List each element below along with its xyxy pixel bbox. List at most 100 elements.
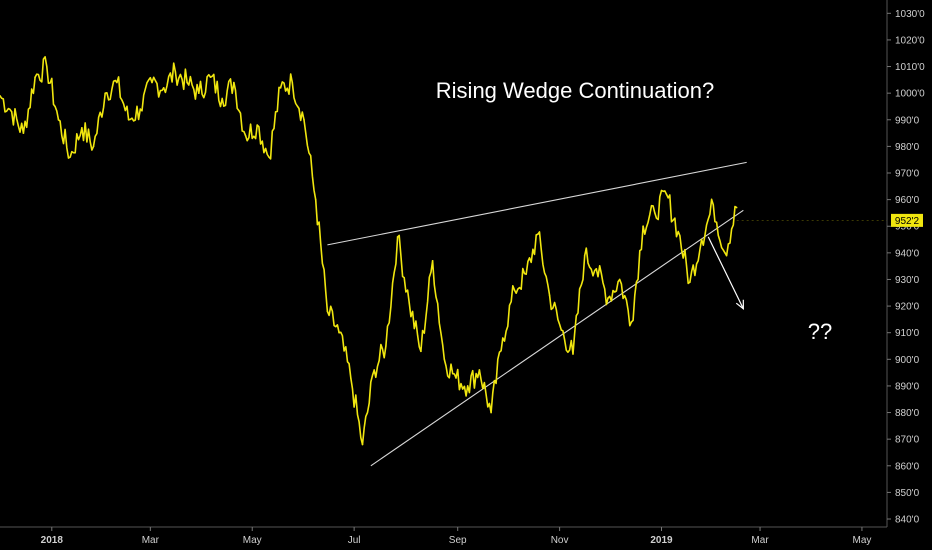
question-annotation: ?? — [808, 319, 832, 344]
price-point — [595, 268, 598, 270]
price-point — [139, 108, 142, 110]
arrow-head — [735, 299, 744, 310]
x-axis-ticks: 2018 Mar May Jul Sep Nov 2019 Mar May — [41, 527, 871, 546]
y-tick-label: 1010'0 — [895, 62, 925, 73]
price-point — [197, 92, 200, 94]
price-point — [677, 230, 679, 233]
price-point — [724, 252, 726, 254]
price-point — [630, 321, 633, 323]
y-tick-label: 840'0 — [895, 515, 920, 526]
price-point — [502, 337, 504, 339]
price-point — [186, 81, 188, 84]
price-point — [174, 71, 177, 73]
x-tick-label: May — [243, 535, 262, 546]
y-tick-label: 930'0 — [895, 275, 920, 286]
price-point — [548, 294, 551, 297]
y-tick-label: 850'0 — [895, 488, 920, 499]
wedge-trendlines — [327, 161, 747, 467]
price-point — [490, 411, 492, 414]
price-point — [116, 81, 118, 84]
y-tick-label: 990'0 — [895, 115, 920, 126]
x-tick-label: Sep — [449, 535, 467, 546]
y-tick-label: 920'0 — [895, 302, 920, 313]
price-point — [560, 329, 563, 331]
price-point — [513, 289, 516, 291]
price-point — [268, 156, 270, 158]
y-tick-label: 940'0 — [895, 248, 920, 259]
price-point — [45, 65, 48, 68]
price-point — [81, 126, 83, 129]
price-point — [607, 297, 609, 299]
price-point — [151, 81, 153, 84]
y-tick-label: 980'0 — [895, 142, 920, 153]
x-tick-label: Jul — [348, 535, 361, 546]
price-point — [572, 353, 574, 355]
y-tick-label: 890'0 — [895, 381, 920, 392]
price-point — [279, 87, 282, 89]
y-tick-label: 1030'0 — [895, 9, 925, 20]
y-tick-label: 870'0 — [895, 435, 920, 446]
price-point — [256, 124, 259, 126]
chart-title: Rising Wedge Continuation? — [436, 78, 714, 103]
y-axis-ticks: 840'0 850'0 860'0 870'0 880'0 890'0 900'0 910'0… — [887, 9, 925, 526]
breakdown-arrow — [707, 236, 744, 310]
price-point — [642, 225, 644, 228]
price-point — [349, 377, 352, 379]
trendline-lower — [370, 209, 744, 467]
y-tick-label: 1020'0 — [895, 35, 925, 46]
price-point — [221, 97, 223, 100]
price-point — [291, 81, 294, 84]
y-tick-label: 960'0 — [895, 195, 920, 206]
price-point — [92, 145, 95, 148]
x-tick-label: May — [852, 535, 871, 546]
price-points — [0, 65, 738, 446]
trendline-upper — [327, 161, 747, 246]
price-point — [396, 236, 399, 238]
price-point — [127, 118, 130, 121]
price-point — [34, 76, 36, 78]
price-point — [689, 281, 691, 283]
price-series-line — [0, 56, 738, 446]
arrow-shaft — [707, 236, 744, 310]
price-point — [373, 369, 375, 371]
price-point — [420, 350, 422, 353]
price-point — [665, 193, 668, 196]
price-point — [361, 443, 364, 446]
y-tick-label: 1000'0 — [895, 89, 925, 100]
price-point — [69, 156, 71, 158]
price-point — [209, 76, 212, 78]
y-tick-label: 900'0 — [895, 355, 920, 366]
last-price-label-background — [891, 213, 923, 227]
price-point — [326, 310, 329, 313]
y-tick-label: 860'0 — [895, 461, 920, 472]
price-point — [618, 278, 621, 281]
price-point — [712, 204, 715, 206]
x-tick-label: 2018 — [41, 535, 64, 546]
price-point — [525, 273, 527, 275]
price-point — [654, 212, 656, 214]
price-point — [0, 95, 1, 97]
x-tick-label: Mar — [142, 535, 160, 546]
price-point — [303, 118, 305, 121]
price-point — [10, 110, 13, 113]
price-point — [443, 358, 446, 361]
price-point — [233, 81, 235, 84]
x-tick-label: 2019 — [650, 535, 673, 546]
price-point — [338, 331, 340, 334]
price-point — [22, 132, 25, 134]
price-point — [700, 238, 703, 241]
price-point — [478, 369, 481, 371]
y-tick-label: 910'0 — [895, 328, 920, 339]
price-point — [244, 134, 247, 137]
price-point — [537, 233, 539, 236]
price-point — [314, 198, 317, 201]
x-tick-label: Nov — [551, 535, 569, 546]
y-tick-label: 970'0 — [895, 169, 920, 180]
y-tick-label: 950'0 — [895, 222, 920, 233]
price-point — [408, 302, 411, 305]
x-tick-label: Mar — [751, 535, 769, 546]
price-point — [466, 385, 469, 387]
last-price-label-text: 952'2 — [895, 216, 920, 227]
